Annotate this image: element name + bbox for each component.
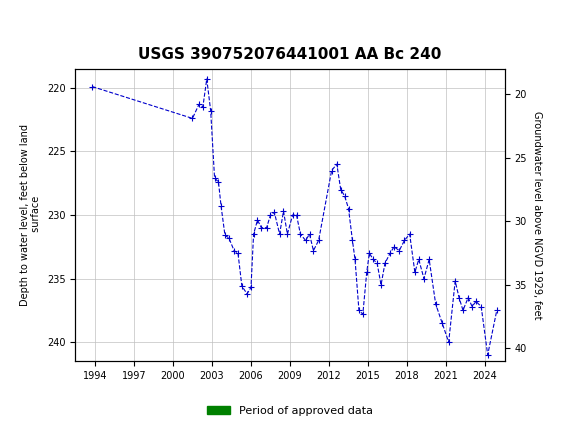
Bar [397, 371, 414, 377]
Text: USGS 390752076441001 AA Bc 240: USGS 390752076441001 AA Bc 240 [138, 47, 442, 62]
Bar [433, 371, 437, 377]
Legend: Period of approved data: Period of approved data [203, 401, 377, 420]
Bar [418, 371, 430, 377]
Bar [495, 371, 501, 377]
Bar [316, 371, 387, 377]
Bar [452, 371, 492, 377]
Bar [88, 371, 96, 377]
Y-axis label: Groundwater level above NGVD 1929, feet: Groundwater level above NGVD 1929, feet [532, 111, 542, 319]
Y-axis label: Depth to water level, feet below land
 surface: Depth to water level, feet below land su… [20, 124, 41, 306]
Bar [193, 371, 251, 377]
Text: ≡USGS: ≡USGS [12, 16, 70, 35]
Bar [258, 371, 303, 377]
